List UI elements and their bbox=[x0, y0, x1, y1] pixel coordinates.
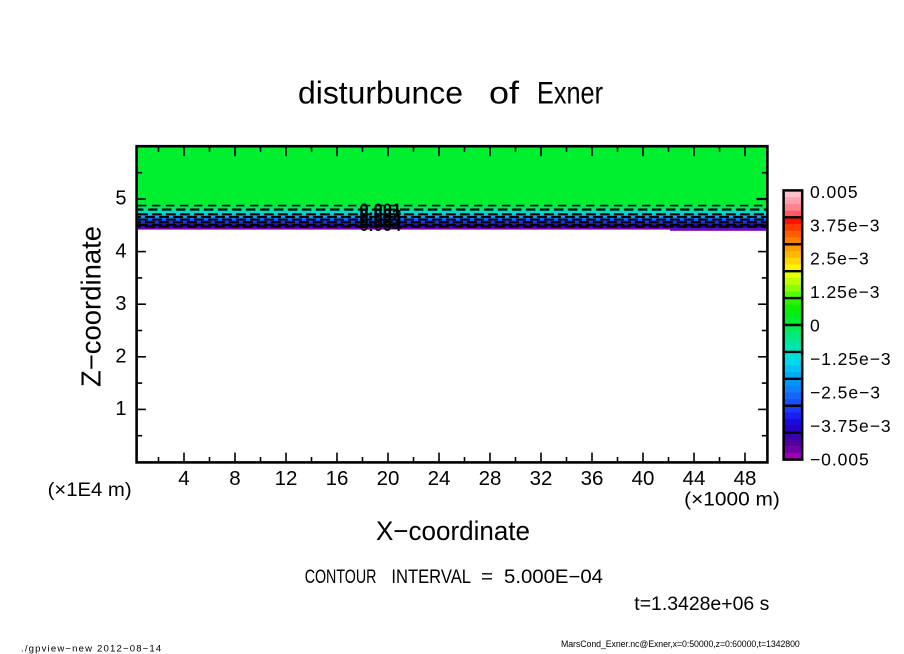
svg-text:28: 28 bbox=[479, 467, 502, 490]
svg-text:of: of bbox=[489, 75, 519, 111]
svg-text:Exner: Exner bbox=[537, 75, 603, 111]
svg-text:1.25e−3: 1.25e−3 bbox=[810, 282, 880, 302]
svg-text:44: 44 bbox=[683, 467, 706, 490]
svg-text:0.002: 0.002 bbox=[360, 206, 402, 224]
svg-text:./gpview−new 2012−08−14: ./gpview−new 2012−08−14 bbox=[21, 644, 162, 654]
svg-text:4: 4 bbox=[115, 240, 126, 262]
svg-text:0.005: 0.005 bbox=[810, 182, 859, 202]
svg-text:−1.25e−3: −1.25e−3 bbox=[810, 349, 892, 369]
svg-text:8: 8 bbox=[229, 467, 240, 490]
svg-text:X−coordinate: X−coordinate bbox=[376, 516, 530, 546]
svg-text:5: 5 bbox=[115, 188, 126, 210]
svg-text:48: 48 bbox=[734, 467, 757, 490]
svg-text:2: 2 bbox=[115, 346, 126, 368]
svg-text:12: 12 bbox=[275, 467, 298, 490]
svg-text:32: 32 bbox=[530, 467, 553, 490]
svg-text:disturbunce: disturbunce bbox=[298, 75, 463, 111]
svg-text:0.004: 0.004 bbox=[360, 217, 402, 235]
svg-text:−0.005: −0.005 bbox=[810, 449, 870, 469]
svg-text:3.75e−3: 3.75e−3 bbox=[810, 215, 880, 235]
svg-text:(×1000 m): (×1000 m) bbox=[684, 490, 780, 511]
svg-text:INTERVAL: INTERVAL bbox=[391, 566, 471, 588]
svg-text:CONTOUR: CONTOUR bbox=[305, 566, 377, 588]
svg-text:Z−coordinate: Z−coordinate bbox=[76, 226, 107, 387]
svg-text:20: 20 bbox=[377, 467, 400, 490]
svg-text:−2.5e−3: −2.5e−3 bbox=[810, 383, 881, 403]
svg-text:40: 40 bbox=[632, 467, 655, 490]
svg-text:−3.75e−3: −3.75e−3 bbox=[810, 416, 892, 436]
svg-text:0.003: 0.003 bbox=[360, 212, 402, 230]
svg-text:4: 4 bbox=[178, 467, 189, 490]
svg-text:0.001: 0.001 bbox=[360, 201, 402, 219]
svg-text:t=1.3428e+06 s: t=1.3428e+06 s bbox=[634, 594, 769, 615]
svg-text:16: 16 bbox=[326, 467, 349, 490]
svg-text:36: 36 bbox=[581, 467, 604, 490]
svg-text:=: = bbox=[481, 566, 493, 588]
svg-text:(×1E4 m): (×1E4 m) bbox=[48, 480, 132, 501]
svg-text:5.000E−04: 5.000E−04 bbox=[504, 566, 603, 588]
svg-text:MarsCond_Exner.nc@Exner,x=0:50: MarsCond_Exner.nc@Exner,x=0:50000,z=0:60… bbox=[561, 639, 800, 649]
svg-text:3: 3 bbox=[115, 293, 126, 315]
svg-text:0: 0 bbox=[810, 316, 821, 336]
svg-text:1: 1 bbox=[115, 398, 126, 420]
svg-text:2.5e−3: 2.5e−3 bbox=[810, 249, 870, 269]
svg-text:24: 24 bbox=[428, 467, 451, 490]
